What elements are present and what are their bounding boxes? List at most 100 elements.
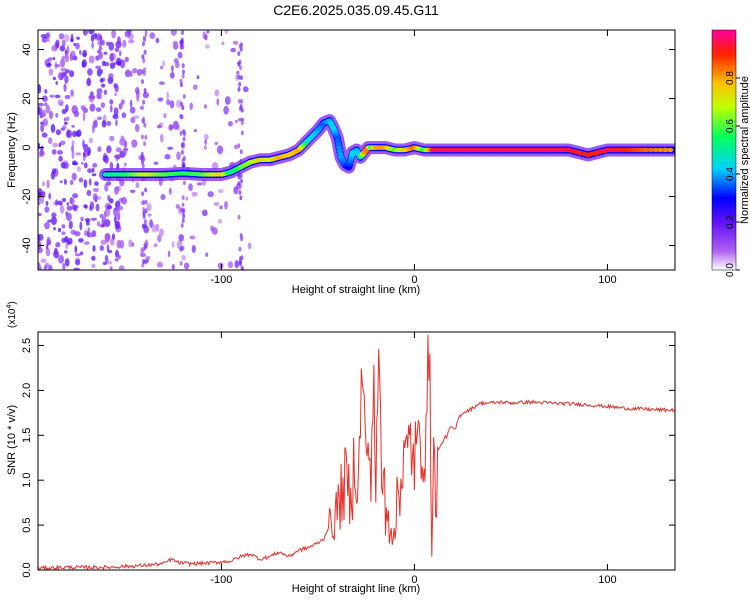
noise-speckle xyxy=(94,181,99,186)
noise-speckle xyxy=(60,162,66,169)
noise-speckle xyxy=(53,227,56,231)
noise-speckle xyxy=(204,133,209,140)
noise-speckle xyxy=(92,162,98,168)
noise-speckle xyxy=(38,233,41,243)
noise-speckle xyxy=(237,98,241,104)
noise-speckle xyxy=(238,43,242,49)
noise-speckle xyxy=(55,112,59,118)
noise-speckle xyxy=(46,236,51,245)
noise-speckle xyxy=(101,217,106,226)
noise-speckle xyxy=(176,151,181,161)
x-tick-label: 0 xyxy=(411,274,417,286)
y-tick-label: 2.5 xyxy=(21,338,33,353)
noise-speckle xyxy=(72,160,77,166)
snr-ylabel: SNR (10 * v/v) xyxy=(6,405,18,475)
x-tick-label: -100 xyxy=(210,574,232,586)
noise-speckle xyxy=(109,135,115,142)
noise-speckle xyxy=(59,205,65,214)
noise-speckle xyxy=(88,178,92,186)
spectrogram-xlabel: Height of straight line (km) xyxy=(292,284,420,296)
noise-speckle xyxy=(64,94,71,100)
noise-speckle xyxy=(191,191,198,197)
noise-speckle xyxy=(82,107,89,114)
noise-speckle xyxy=(157,234,162,243)
y-tick-label: 0.5 xyxy=(21,517,33,532)
noise-speckle xyxy=(79,49,82,55)
noise-speckle xyxy=(196,75,200,80)
colorbar-gradient xyxy=(711,29,737,271)
noise-speckle xyxy=(239,75,243,81)
noise-speckle xyxy=(143,88,147,94)
noise-speckle xyxy=(69,50,76,60)
noise-speckle xyxy=(53,250,60,258)
noise-speckle xyxy=(55,39,60,49)
noise-speckle xyxy=(106,181,112,186)
noise-speckle xyxy=(60,67,67,72)
noise-speckle xyxy=(96,33,102,41)
noise-speckle xyxy=(121,196,128,205)
noise-speckle xyxy=(159,65,164,70)
noise-speckle xyxy=(61,39,66,48)
noise-speckle xyxy=(95,203,100,212)
noise-speckle xyxy=(107,76,114,85)
noise-speckle xyxy=(42,95,48,102)
noise-speckle xyxy=(155,223,160,232)
ridge-point xyxy=(652,147,659,153)
noise-speckle xyxy=(227,261,233,269)
noise-speckle xyxy=(173,58,179,64)
ridge-point xyxy=(642,147,650,153)
noise-speckle xyxy=(234,260,240,269)
noise-speckle xyxy=(211,227,218,235)
x-tick-label: 100 xyxy=(598,274,616,286)
noise-speckle xyxy=(109,53,115,62)
noise-speckle xyxy=(143,141,147,147)
noise-speckle xyxy=(60,140,66,146)
colorbar-tick-label: 0.4 xyxy=(725,167,736,181)
noise-speckle xyxy=(70,38,74,42)
noise-speckle xyxy=(67,129,70,138)
noise-speckle xyxy=(179,207,183,213)
noise-speckle xyxy=(238,190,242,195)
noise-speckle xyxy=(82,112,86,122)
noise-speckle xyxy=(67,237,73,245)
noise-speckle xyxy=(122,39,127,48)
noise-speckle xyxy=(168,187,172,195)
noise-speckle xyxy=(172,120,179,130)
noise-speckle xyxy=(238,81,242,87)
x-tick-label: 0 xyxy=(411,574,417,586)
noise-speckle xyxy=(87,77,91,86)
noise-speckle xyxy=(201,209,208,217)
noise-speckle xyxy=(144,187,148,193)
colorbar-tick-label: 0.6 xyxy=(725,119,736,133)
noise-speckle xyxy=(46,63,52,66)
noise-speckle xyxy=(172,40,178,46)
noise-speckle xyxy=(179,44,183,50)
noise-speckle xyxy=(159,228,164,237)
noise-speckle xyxy=(69,70,75,78)
noise-speckle xyxy=(189,235,196,240)
noise-speckle xyxy=(113,107,119,116)
noise-speckle xyxy=(116,36,121,45)
noise-speckle xyxy=(80,161,84,165)
noise-speckle xyxy=(196,182,203,186)
y-tick-label: 0 xyxy=(21,144,33,150)
noise-speckle xyxy=(224,30,229,34)
noise-speckle xyxy=(153,161,159,165)
noise-speckle xyxy=(240,107,244,113)
noise-speckle xyxy=(91,173,97,177)
colorbar-tick-label: 0.2 xyxy=(725,215,736,229)
noise-speckle xyxy=(163,113,167,119)
y-tick-label: 2.0 xyxy=(21,383,33,398)
noise-speckle xyxy=(153,243,158,248)
noise-speckle xyxy=(39,196,44,204)
noise-speckle xyxy=(177,51,183,59)
noise-speckle xyxy=(115,221,120,228)
noise-speckle xyxy=(240,236,244,242)
noise-speckle xyxy=(214,89,220,97)
noise-speckle xyxy=(143,37,146,43)
noise-speckle xyxy=(89,201,95,211)
noise-speckle xyxy=(100,68,103,75)
y-tick-label: -20 xyxy=(21,189,33,205)
noise-speckle xyxy=(234,119,239,124)
noise-speckle xyxy=(65,116,70,122)
